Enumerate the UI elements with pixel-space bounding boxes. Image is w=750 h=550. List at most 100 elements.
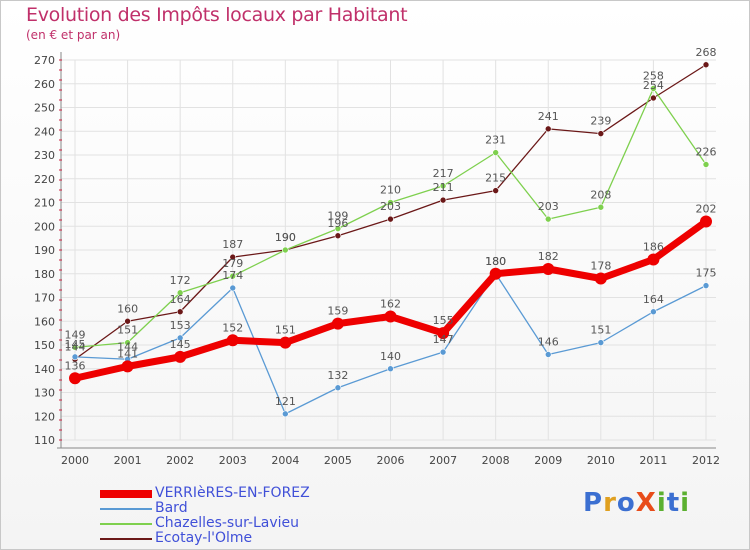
data-point xyxy=(124,317,131,325)
data-label: 190 xyxy=(275,231,296,244)
data-label: 179 xyxy=(222,257,243,270)
logo-letter: o xyxy=(616,488,636,518)
data-label: 159 xyxy=(327,305,348,318)
y-tick-label: 120 xyxy=(34,410,55,423)
data-label: 241 xyxy=(538,110,559,123)
logo-letter: t xyxy=(666,488,681,518)
data-label: 178 xyxy=(590,260,611,273)
data-point xyxy=(174,350,187,363)
y-tick-label: 250 xyxy=(34,102,55,115)
data-point xyxy=(176,334,184,342)
data-label: 151 xyxy=(117,324,138,337)
data-label: 149 xyxy=(65,328,86,341)
data-point xyxy=(492,149,499,156)
data-point xyxy=(597,339,605,346)
y-tick-label: 130 xyxy=(34,387,55,400)
legend-swatch xyxy=(100,538,152,540)
data-point xyxy=(650,308,657,316)
data-point xyxy=(331,317,344,330)
data-point xyxy=(492,187,499,194)
chart-subtitle: (en € et par an) xyxy=(26,28,121,42)
data-point xyxy=(387,215,394,223)
data-label: 180 xyxy=(485,255,506,268)
y-tick-label: 220 xyxy=(34,173,55,186)
y-tick-label: 110 xyxy=(34,434,55,447)
x-tick-label: 2008 xyxy=(482,454,510,467)
data-point xyxy=(124,339,131,346)
data-label: 254 xyxy=(643,79,664,92)
x-tick-label: 2005 xyxy=(324,454,352,467)
y-tick-label: 230 xyxy=(34,149,55,162)
data-label: 196 xyxy=(327,217,348,230)
data-label: 152 xyxy=(222,321,243,334)
data-label: 153 xyxy=(170,319,191,332)
data-label: 146 xyxy=(538,336,559,349)
data-label: 136 xyxy=(65,359,86,372)
legend-item: Bard xyxy=(100,500,360,516)
logo-letter: i xyxy=(680,488,691,518)
data-point xyxy=(279,336,292,349)
data-label: 182 xyxy=(538,250,559,263)
data-point xyxy=(542,263,555,275)
x-tick-label: 2010 xyxy=(587,454,615,467)
data-point xyxy=(650,85,657,92)
x-tick-label: 2004 xyxy=(271,454,299,467)
data-point xyxy=(229,284,237,292)
x-tick-label: 2007 xyxy=(429,454,457,467)
data-label: 239 xyxy=(590,115,611,128)
data-point xyxy=(71,344,79,351)
data-label: 132 xyxy=(327,369,348,382)
legend-swatch xyxy=(100,523,152,525)
x-tick-label: 2011 xyxy=(639,454,667,467)
data-point xyxy=(700,215,712,228)
data-point xyxy=(71,353,79,361)
data-point xyxy=(282,410,289,418)
legend-label: Ecotay-l'Olme xyxy=(155,530,253,546)
y-tick-label: 160 xyxy=(34,315,55,328)
data-label: 202 xyxy=(696,203,717,216)
data-label: 172 xyxy=(170,274,191,287)
data-point xyxy=(282,246,289,254)
data-point xyxy=(597,130,605,137)
legend-label: VERRIèRES-EN-FOREZ xyxy=(155,485,310,501)
proxiti-logo: ProXiti xyxy=(583,488,690,518)
data-label: 258 xyxy=(643,70,664,83)
data-label: 211 xyxy=(433,181,454,194)
data-label: 187 xyxy=(222,238,243,251)
data-point xyxy=(229,253,237,261)
y-tick-label: 270 xyxy=(34,54,55,67)
x-tick-label: 2003 xyxy=(219,454,247,467)
data-point xyxy=(647,253,660,266)
logo-letter: P xyxy=(583,488,604,518)
y-tick-label: 140 xyxy=(34,363,55,376)
x-tick-label: 2009 xyxy=(534,454,562,467)
data-point xyxy=(650,94,657,102)
data-point xyxy=(702,61,710,69)
data-label: 141 xyxy=(117,347,138,360)
data-label: 174 xyxy=(222,269,243,282)
data-label: 226 xyxy=(696,146,717,159)
data-point xyxy=(544,351,552,358)
legend-label: Chazelles-sur-Lavieu xyxy=(155,515,300,531)
y-tick-label: 260 xyxy=(34,78,55,91)
y-tick-label: 210 xyxy=(34,197,55,210)
data-point xyxy=(121,360,134,373)
data-point xyxy=(226,334,239,347)
data-label: 145 xyxy=(65,338,86,351)
data-label: 147 xyxy=(433,333,454,346)
data-label: 145 xyxy=(170,338,191,351)
y-tick-label: 180 xyxy=(34,268,55,281)
data-label: 151 xyxy=(275,324,296,337)
data-label: 160 xyxy=(117,302,138,315)
y-tick-label: 240 xyxy=(34,125,55,138)
data-label: 180 xyxy=(485,255,506,268)
data-point xyxy=(702,282,710,289)
data-point xyxy=(439,348,447,356)
logo-letter: r xyxy=(603,488,617,518)
logo-letter: X xyxy=(635,488,657,518)
data-point xyxy=(334,232,342,240)
data-point xyxy=(544,125,552,133)
legend-swatch xyxy=(100,490,152,498)
data-label: 151 xyxy=(590,324,611,337)
x-tick-label: 2001 xyxy=(114,454,142,467)
